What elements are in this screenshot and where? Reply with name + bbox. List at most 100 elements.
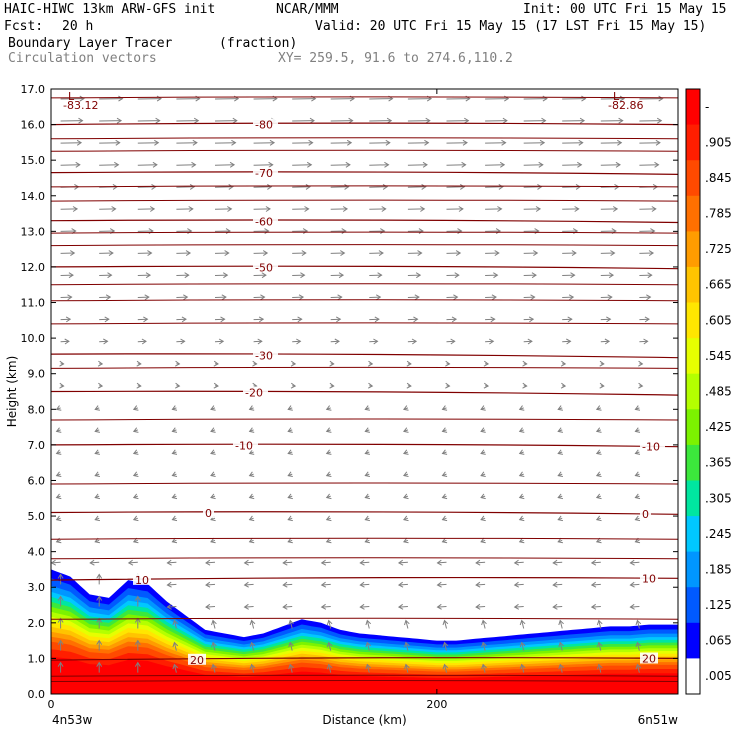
vector-arrow-head bbox=[567, 316, 573, 323]
vector-arrow-head bbox=[320, 603, 327, 610]
vector-arrow-head bbox=[617, 139, 623, 146]
colorbar: - .905 .845 .785 .725 .665 .605 .545 .485 .425 .36… bbox=[685, 88, 732, 695]
vector-arrow-head bbox=[385, 139, 391, 146]
vector-arrow bbox=[405, 664, 409, 673]
vector-arrow-head bbox=[243, 603, 249, 610]
vector-arrow-head bbox=[654, 161, 660, 168]
vector-arrow-head bbox=[261, 272, 267, 279]
x-end-label-right: 6n51w bbox=[638, 713, 679, 727]
vector-arrow-head bbox=[522, 360, 528, 367]
vector-arrow bbox=[283, 583, 293, 586]
vector-arrow-head bbox=[344, 183, 350, 190]
contour-label-bg bbox=[253, 349, 278, 361]
vector-arrow bbox=[559, 642, 563, 651]
vector-arrow-head bbox=[57, 639, 64, 645]
vector-arrow bbox=[437, 583, 447, 586]
vector-arrow-head bbox=[606, 316, 612, 323]
xy-range: XY= 259.5, 91.6 to 274.6,110.2 bbox=[278, 51, 513, 66]
vector-arrow-head bbox=[231, 139, 237, 146]
vector-arrow-head bbox=[171, 493, 178, 500]
vector-arrow-head bbox=[94, 515, 100, 522]
vector-arrow-head bbox=[442, 663, 449, 670]
vector-arrow-head bbox=[364, 471, 370, 477]
vector-arrow-head bbox=[248, 537, 255, 544]
vector-arrow-head bbox=[348, 117, 354, 124]
vector-arrow-head bbox=[338, 272, 345, 279]
vector-arrow-head bbox=[480, 427, 486, 433]
vector-arrow-head bbox=[519, 663, 526, 670]
vector-arrow-head bbox=[55, 515, 62, 522]
vector-arrow-head bbox=[535, 206, 542, 212]
low-marker-letter: L bbox=[613, 90, 620, 103]
contour-label: -10 bbox=[235, 439, 253, 452]
vector-arrow-head bbox=[218, 338, 225, 345]
colorbar-label: .845 bbox=[705, 171, 732, 185]
vector-arrow-head bbox=[248, 405, 255, 411]
vector-arrow-head bbox=[288, 663, 294, 670]
vector-arrow bbox=[476, 561, 486, 564]
vector-arrow-head bbox=[51, 559, 57, 566]
vector-arrow-head bbox=[491, 294, 497, 301]
vector-arrow-head bbox=[183, 294, 189, 301]
vector-arrow-head bbox=[596, 641, 603, 648]
vector-arrow-head bbox=[154, 139, 160, 146]
vector-arrow-head bbox=[96, 661, 103, 667]
contour-line-minor bbox=[50, 96, 679, 99]
contour-label-bg bbox=[640, 440, 665, 452]
contour-label: 0 bbox=[642, 508, 649, 521]
colorbar-swatch bbox=[686, 124, 700, 161]
vector-arrow-head bbox=[497, 206, 503, 212]
vector-arrow bbox=[212, 620, 216, 629]
vector-arrow-head bbox=[527, 338, 533, 345]
vector-arrow-head bbox=[320, 581, 327, 588]
vector-arrow bbox=[444, 642, 447, 651]
vector-arrow-head bbox=[538, 161, 544, 168]
vector-arrow-head bbox=[634, 427, 641, 433]
vector-arrow-head bbox=[145, 272, 152, 279]
y-tick-label: 5.0 bbox=[28, 510, 46, 523]
vector-arrow-head bbox=[364, 493, 371, 500]
vector-arrow-head bbox=[595, 405, 602, 411]
vector-arrow-head bbox=[458, 206, 464, 212]
vector-arrow-head bbox=[658, 95, 664, 102]
colorbar-label: .545 bbox=[705, 349, 732, 363]
vector-arrow-head bbox=[441, 427, 448, 433]
contour-label: 20 bbox=[642, 653, 656, 666]
contour-line bbox=[50, 219, 679, 224]
vector-arrow-head bbox=[406, 382, 412, 389]
vector-arrow-head bbox=[192, 139, 198, 146]
vector-arrow-head bbox=[75, 161, 81, 168]
vector-arrow-head bbox=[481, 663, 487, 670]
vector-arrow-head bbox=[557, 449, 563, 455]
contour-label-bg bbox=[253, 167, 278, 179]
contour-line-minor bbox=[50, 418, 679, 421]
colorbar-label: .665 bbox=[705, 278, 732, 292]
colorbar-swatch bbox=[686, 266, 700, 304]
vector-arrow-head bbox=[397, 581, 404, 588]
vector-arrow-head bbox=[340, 250, 346, 257]
contour-line bbox=[50, 511, 679, 515]
vector-arrow-head bbox=[298, 294, 305, 301]
vector-arrow bbox=[289, 664, 293, 673]
vector-arrow-head bbox=[193, 117, 200, 124]
vector-arrow-head bbox=[97, 382, 104, 389]
vector-arrow-head bbox=[397, 559, 404, 566]
vector-arrow bbox=[366, 642, 370, 651]
contour-label: -10 bbox=[642, 441, 660, 454]
vector-arrow bbox=[328, 664, 332, 673]
vector-arrow bbox=[405, 620, 409, 629]
vector-arrow-head bbox=[403, 515, 409, 522]
colorbar-label: .725 bbox=[705, 242, 732, 256]
vector-arrow bbox=[437, 606, 447, 608]
vector-arrow-head bbox=[97, 360, 104, 367]
tracer-band-15 bbox=[51, 656, 678, 694]
vector-arrow-head bbox=[65, 316, 72, 323]
valid-time: Valid: 20 UTC Fri 15 May 15 (17 LST Fri … bbox=[315, 19, 707, 34]
vector-arrow-head bbox=[590, 581, 597, 588]
colorbar-label: .785 bbox=[705, 207, 732, 221]
vector-arrow-head bbox=[518, 537, 525, 544]
vector-arrow-head bbox=[364, 405, 370, 411]
vector-arrow bbox=[360, 583, 370, 586]
vector-arrow-head bbox=[414, 294, 420, 301]
